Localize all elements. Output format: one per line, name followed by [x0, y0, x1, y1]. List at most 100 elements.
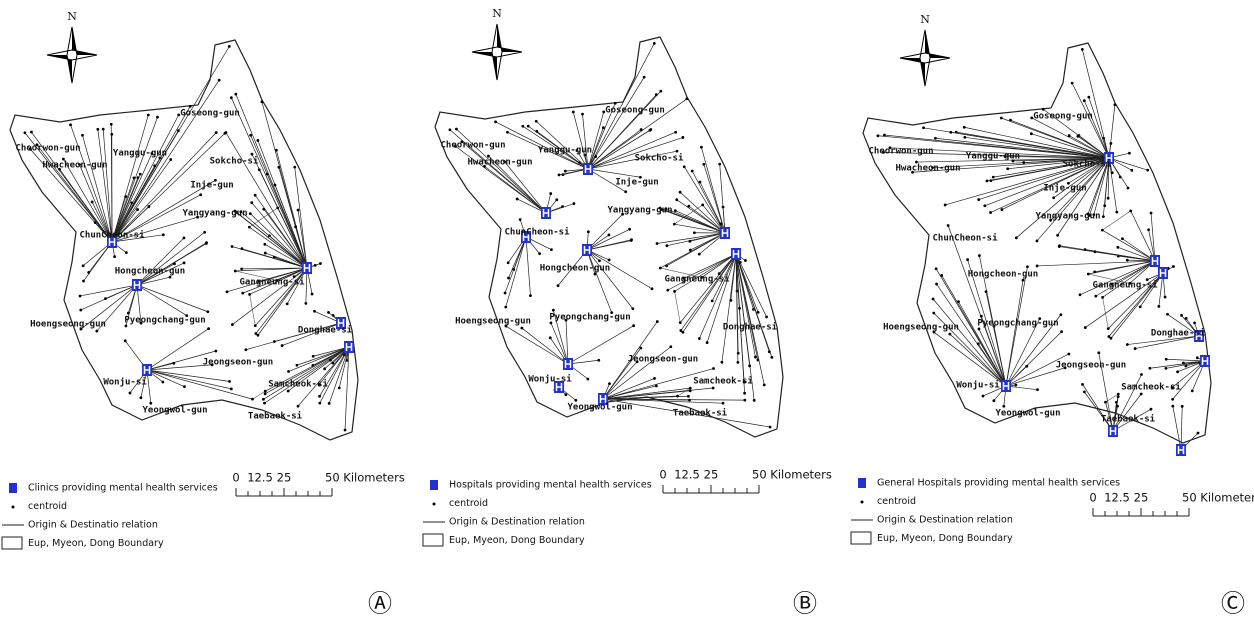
- centroid: [1059, 313, 1062, 316]
- centroid: [743, 399, 746, 402]
- centroid: [666, 289, 669, 292]
- region-label: Yangyang-gun: [1035, 212, 1100, 222]
- centroid: [982, 395, 985, 398]
- centroid: [124, 339, 127, 342]
- centroid: [244, 348, 247, 351]
- map-panel: Goseong-gunCheorwon-gunHwacheon-gunYangg…: [2, 10, 405, 618]
- region-label: Hongcheon-gun: [115, 267, 185, 277]
- centroid: [729, 299, 732, 302]
- centroid: [653, 377, 656, 380]
- centroid: [231, 323, 234, 326]
- centroid: [549, 192, 552, 195]
- centroid: [948, 333, 951, 336]
- centroid: [700, 146, 703, 149]
- region-label: Jeongseon-gun: [628, 355, 698, 365]
- region-label: Goseong-gun: [180, 109, 240, 119]
- region-label: Cheorwon-gun: [15, 144, 80, 154]
- centroid: [935, 283, 938, 286]
- centroid: [519, 218, 522, 221]
- centroid: [1164, 296, 1167, 299]
- legend-label: General Hospitals providing mental healt…: [877, 478, 1120, 489]
- centroid: [651, 287, 654, 290]
- centroid: [1087, 273, 1090, 276]
- centroid: [587, 230, 590, 233]
- region-label: Wonju-si: [956, 380, 1000, 391]
- legend-centroid: [12, 506, 15, 509]
- centroid: [95, 330, 98, 333]
- centroid: [318, 402, 321, 405]
- legend-label: Clinics providing mental health services: [28, 483, 218, 494]
- centroid: [234, 93, 237, 96]
- centroid: [573, 202, 576, 205]
- centroid: [688, 240, 691, 243]
- centroid: [1097, 351, 1100, 354]
- centroid: [162, 233, 165, 236]
- centroid: [1181, 405, 1184, 408]
- region-label: Hwacheon-gun: [467, 158, 532, 168]
- region-label: Gangneung-si: [664, 274, 730, 285]
- centroid: [701, 203, 704, 206]
- centroid: [674, 131, 677, 134]
- centroid: [1036, 240, 1039, 243]
- scale-label: 12.5: [247, 471, 273, 485]
- centroid: [1116, 405, 1119, 408]
- region-label: Taebaek-si: [248, 411, 303, 422]
- centroid: [944, 204, 947, 207]
- centroid: [598, 259, 601, 262]
- centroid: [1052, 196, 1055, 199]
- centroid: [296, 364, 299, 367]
- centroid: [659, 90, 662, 93]
- region-label: Goseong-gun: [1033, 112, 1093, 122]
- centroid: [669, 345, 672, 348]
- centroid: [139, 173, 142, 176]
- centroid: [978, 254, 981, 257]
- legend-label: centroid: [28, 501, 67, 512]
- centroid: [455, 128, 458, 131]
- centroid: [323, 367, 326, 370]
- centroid: [136, 208, 139, 211]
- centroid: [1128, 152, 1131, 155]
- centroid: [205, 241, 208, 244]
- centroid: [753, 399, 756, 402]
- centroid: [1126, 343, 1129, 346]
- centroid: [224, 131, 227, 134]
- centroid: [314, 264, 317, 267]
- centroid: [173, 262, 176, 265]
- centroid: [1001, 208, 1004, 211]
- centroid: [689, 387, 692, 390]
- centroid: [770, 356, 773, 359]
- centroid: [557, 284, 560, 287]
- centroid: [169, 158, 172, 161]
- centroid: [1140, 373, 1143, 376]
- region-label: Sokcho-si: [210, 156, 259, 167]
- panel-letter: Ⓑ: [793, 590, 817, 618]
- centroid: [934, 137, 937, 140]
- centroid: [1147, 228, 1150, 231]
- legend-centroid: [433, 503, 436, 506]
- figure: Goseong-gunCheorwon-gunHwacheon-gunYangg…: [0, 0, 1254, 627]
- centroid: [675, 198, 678, 201]
- centroid: [516, 198, 519, 201]
- centroid: [344, 429, 347, 432]
- north-label: N: [67, 10, 77, 23]
- centroid: [254, 324, 257, 327]
- centroid: [685, 97, 688, 100]
- region-label: Inje-gun: [1043, 183, 1086, 194]
- scale-end-label: 50 Kilometers: [325, 471, 405, 485]
- centroid: [1150, 408, 1153, 411]
- legend-label: Hospitals providing mental health servic…: [449, 480, 652, 491]
- centroid: [653, 42, 656, 45]
- scale-end-label: 50 Kilometers: [1182, 491, 1254, 505]
- centroid: [983, 204, 986, 207]
- scale-label: 12.5: [674, 468, 700, 482]
- centroid: [1111, 171, 1114, 174]
- region-label: Pyeongchang-gun: [977, 319, 1058, 329]
- centroid: [706, 341, 709, 344]
- centroid: [986, 179, 989, 182]
- centroid: [1150, 212, 1153, 215]
- centroid: [1002, 405, 1005, 408]
- centroid: [1067, 353, 1070, 356]
- centroid: [659, 267, 662, 270]
- centroid: [1000, 117, 1003, 120]
- centroid: [1139, 305, 1142, 308]
